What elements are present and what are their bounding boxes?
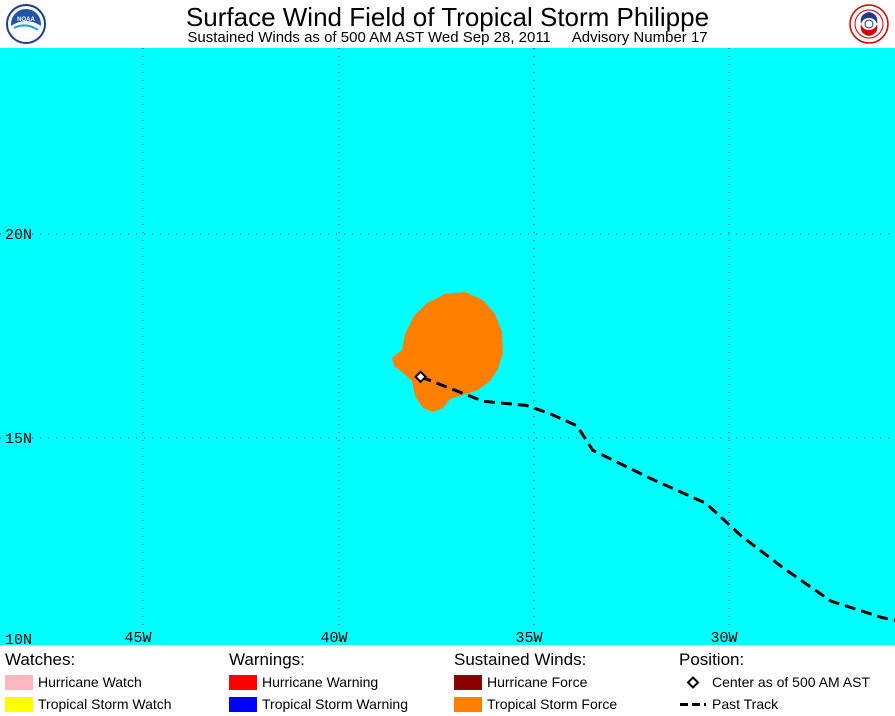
advisory-time: Sustained Winds as of 500 AM AST Wed Sep… — [187, 29, 551, 46]
legend-watches: Watches: Hurricane Watch Tropical Storm … — [5, 649, 172, 715]
lon-label-35w: 35W — [515, 630, 542, 645]
legend-sustained-winds: Sustained Winds: Hurricane Force Tropica… — [454, 649, 617, 715]
legend-item-center: Center as of 500 AM AST — [679, 671, 870, 693]
lon-label-45w: 45W — [124, 630, 151, 645]
diamond-icon — [686, 675, 700, 689]
legend-heading-winds: Sustained Winds: — [454, 650, 587, 669]
hurricane-force-swatch — [454, 674, 482, 690]
lat-label-15n: 15N — [5, 431, 32, 448]
legend-heading-watches: Watches: — [5, 650, 76, 669]
legend-item-tropical-storm-warning: Tropical Storm Warning — [229, 693, 408, 715]
legend-label: Hurricane Force — [487, 674, 588, 690]
dashed-line-icon — [680, 702, 706, 706]
hurricane-watch-swatch — [5, 674, 33, 690]
advisory-number: Advisory Number 17 — [571, 29, 708, 46]
tropical-storm-watch-swatch — [5, 696, 33, 712]
legend-label: Tropical Storm Force — [487, 696, 618, 712]
legend-item-tropical-storm-force: Tropical Storm Force — [454, 693, 617, 715]
lon-label-30w: 30W — [710, 630, 737, 645]
hurricane-warning-swatch — [229, 674, 257, 690]
map-title: Surface Wind Field of Tropical Storm Phi… — [185, 2, 710, 32]
legend-heading-warnings: Warnings: — [229, 650, 305, 669]
legend-warnings: Warnings: Hurricane Warning Tropical Sto… — [229, 649, 408, 715]
legend: Watches: Hurricane Watch Tropical Storm … — [0, 645, 895, 716]
svg-text:NOAA: NOAA — [17, 17, 35, 23]
wind-field-map: 20N 15N 10N 45W 40W 35W 30W — [0, 48, 895, 645]
legend-label: Tropical Storm Watch — [38, 696, 172, 712]
legend-label: Past Track — [712, 696, 779, 712]
storm-center-marker — [414, 370, 428, 384]
national-weather-service-logo — [849, 4, 889, 44]
legend-item-hurricane-force: Hurricane Force — [454, 671, 617, 693]
lon-labels: 45W 40W 35W 30W — [124, 630, 737, 645]
past-track-line — [420, 375, 895, 622]
legend-heading-position: Position: — [679, 650, 745, 669]
legend-label: Center as of 500 AM AST — [712, 674, 870, 690]
legend-position: Position: Center as of 500 AM AST Past T… — [679, 649, 870, 715]
header: NOAA Surface Wind Field of Tropical Stor… — [0, 0, 895, 48]
lat-labels: 20N 15N 10N — [5, 227, 32, 645]
legend-label: Hurricane Warning — [262, 674, 379, 690]
lon-label-40w: 40W — [320, 630, 347, 645]
legend-label: Tropical Storm Warning — [262, 696, 409, 712]
legend-item-past-track: Past Track — [679, 693, 870, 715]
legend-item-tropical-storm-watch: Tropical Storm Watch — [5, 693, 172, 715]
legend-item-hurricane-watch: Hurricane Watch — [5, 671, 172, 693]
legend-item-hurricane-warning: Hurricane Warning — [229, 671, 408, 693]
noaa-logo: NOAA — [6, 4, 46, 44]
tropical-storm-force-swatch — [454, 696, 482, 712]
lat-label-10n: 10N — [5, 632, 32, 645]
map-subtitle: Sustained Winds as of 500 AM AST Wed Sep… — [0, 29, 895, 47]
legend-label: Hurricane Watch — [38, 674, 142, 690]
lat-label-20n: 20N — [5, 227, 32, 244]
tropical-storm-warning-swatch — [229, 696, 257, 712]
